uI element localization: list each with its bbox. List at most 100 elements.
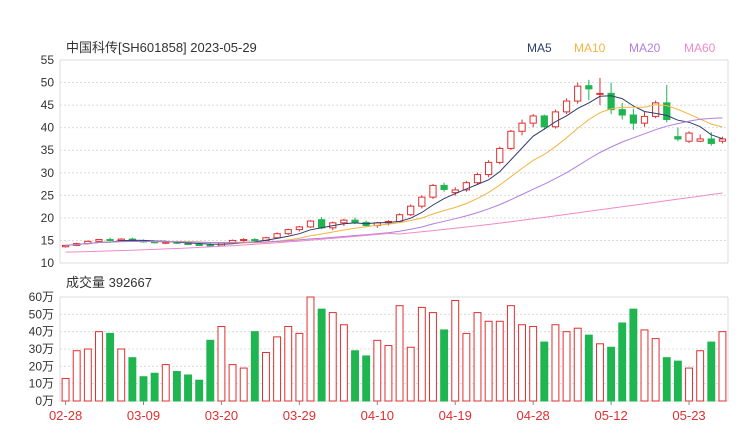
volume-bar [284, 325, 293, 402]
price-tick-label: 55 [41, 53, 55, 67]
candle-body [485, 161, 493, 176]
price-tick-label: 50 [41, 76, 55, 90]
volume-bar [262, 351, 270, 402]
x-tick-label: 03-29 [283, 408, 316, 423]
candle-body [585, 85, 593, 90]
price-tick-label: 30 [41, 166, 55, 180]
volume-bars [61, 296, 727, 402]
volume-bar [273, 336, 282, 402]
candle-body [685, 132, 693, 142]
x-tick-label: 05-12 [594, 408, 627, 423]
candle-body [251, 239, 259, 242]
ma60-line [65, 192, 723, 253]
volume-bar [217, 325, 226, 402]
ma20-line [65, 117, 723, 246]
volume-bar [584, 334, 593, 402]
candle [607, 82, 615, 115]
candle [462, 180, 470, 192]
candle-body [273, 233, 281, 239]
price-tick-label: 25 [41, 188, 55, 202]
volume-bar [172, 371, 181, 402]
candle-body [618, 109, 626, 116]
candle-body [562, 100, 571, 113]
x-tick-label: 03-09 [127, 408, 160, 423]
candle-body [551, 111, 560, 128]
x-tick-label: 03-20 [205, 408, 238, 423]
volume-bar [384, 345, 393, 402]
price-tick-label: 20 [41, 211, 55, 225]
candle-body [596, 92, 604, 95]
candle-body [707, 138, 715, 144]
volume-bar [406, 346, 415, 402]
volume-grid [59, 296, 729, 402]
candle [707, 132, 715, 146]
candle-body [206, 244, 214, 247]
candle [518, 119, 526, 136]
candle [106, 237, 114, 242]
volume-bar [83, 348, 92, 402]
volume-axis: 60万 50万 40万 30万 20万 10万 0万 [29, 290, 54, 408]
moving-average-lines [65, 95, 723, 253]
volume-bar [206, 339, 215, 402]
volume-bar [473, 312, 482, 402]
candle [574, 82, 582, 104]
volume-bar [651, 338, 660, 402]
volume-bar [540, 341, 549, 402]
candle-body [306, 220, 315, 228]
candle [306, 220, 315, 228]
volume-tick-label: 0万 [35, 394, 54, 408]
candle-body [518, 122, 526, 132]
candle-body [418, 196, 426, 207]
candle [284, 228, 292, 236]
volume-bar [495, 320, 504, 402]
price-grid [59, 59, 729, 264]
ma-legend: MA5 MA10 MA20 MA60 [527, 41, 716, 55]
candle-body [318, 219, 326, 229]
volume-bar [362, 355, 371, 402]
candle-body [284, 229, 292, 235]
volume-bar [629, 308, 638, 402]
volume-label: 成交量 392667 [66, 275, 152, 290]
date-axis: 02-28 03-09 03-20 03-29 04-10 04-19 04-28 05-12… [49, 401, 706, 423]
volume-bar [718, 331, 727, 402]
candle-body [496, 147, 504, 163]
price-tick-label: 10 [41, 256, 55, 270]
legend-ma10: MA10 [574, 41, 606, 55]
candle-body [61, 244, 70, 248]
candle-body [451, 189, 459, 194]
candle [529, 114, 537, 128]
candle-body [529, 115, 537, 124]
volume-bar [673, 360, 682, 402]
volume-bar [518, 324, 526, 402]
candle-body [440, 184, 448, 190]
volume-bar [618, 322, 627, 402]
volume-bar [339, 324, 348, 402]
candle [629, 108, 637, 130]
volume-bar [195, 379, 204, 402]
volume-bar [462, 332, 471, 402]
price-tick-label: 40 [41, 121, 55, 135]
volume-bar [95, 331, 103, 402]
volume-bar [551, 324, 560, 402]
volume-bar [696, 350, 705, 402]
candle [507, 129, 515, 151]
candle-body [629, 114, 637, 124]
volume-bar [72, 350, 81, 402]
candle [585, 79, 593, 101]
candle-body [507, 130, 515, 149]
volume-bar [562, 331, 571, 402]
candle-body [574, 85, 582, 102]
candle-body [429, 184, 437, 198]
volume-tick-label: 60万 [29, 290, 54, 304]
candle [696, 134, 704, 143]
candle-body [674, 136, 682, 140]
candle [418, 195, 426, 209]
volume-bar [61, 377, 70, 402]
volume-bar [106, 332, 115, 402]
legend-ma60: MA60 [684, 41, 716, 55]
candle-body [340, 219, 348, 224]
candle-body [295, 226, 303, 231]
volume-bar [161, 364, 170, 402]
candle-body [540, 115, 548, 128]
volume-bar [451, 299, 460, 402]
